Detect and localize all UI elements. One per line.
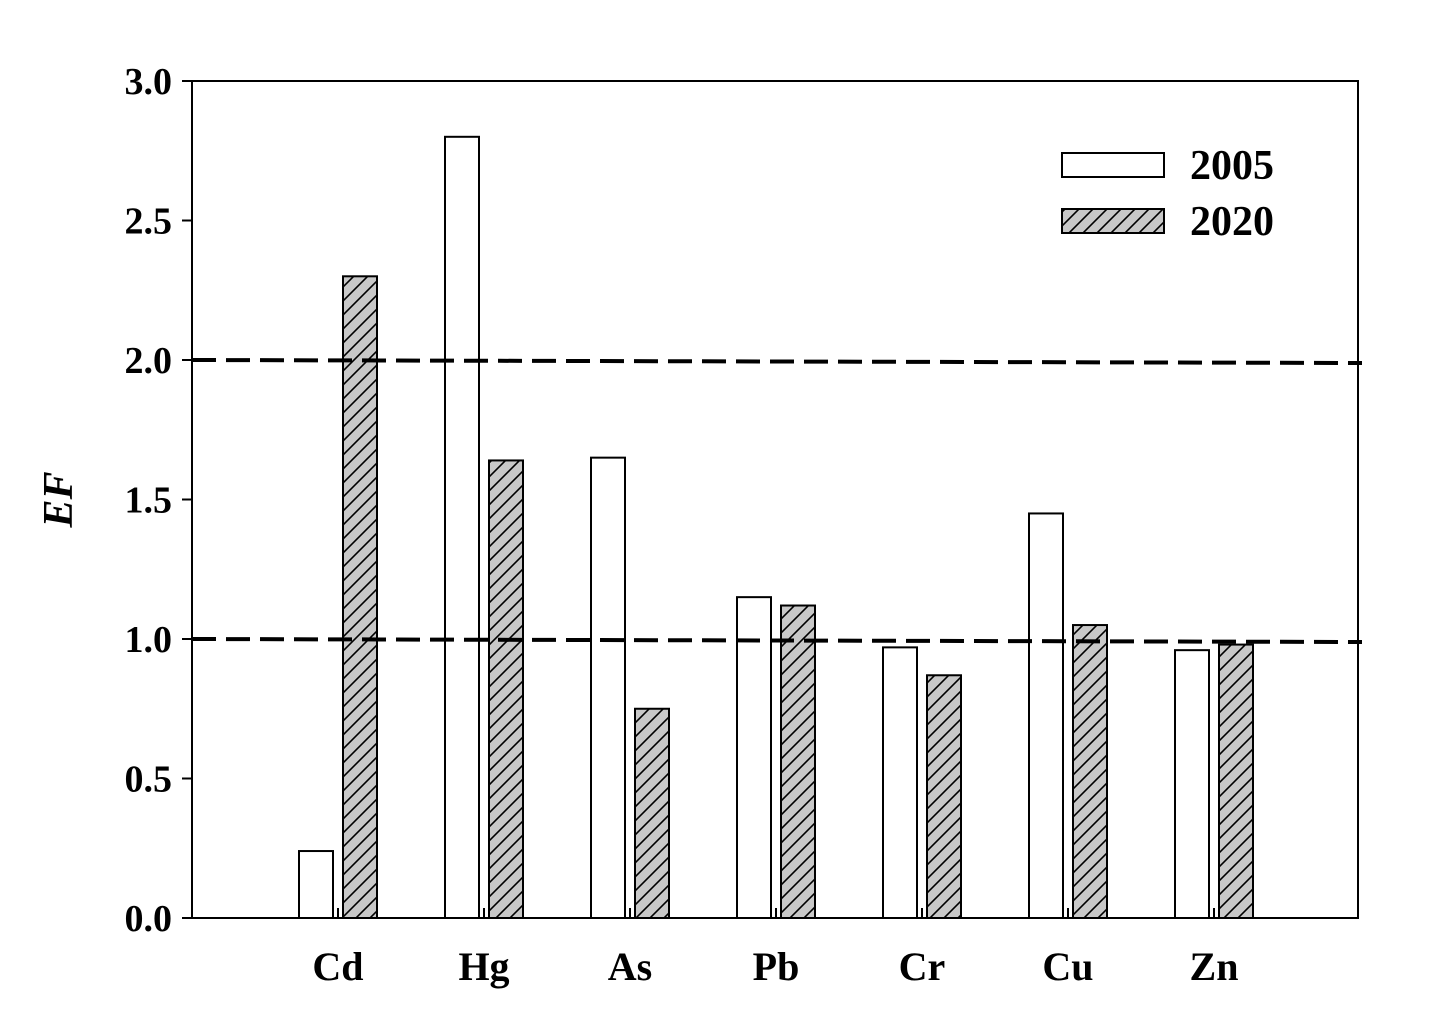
y-tick-label: 0.0 <box>125 898 173 940</box>
y-axis-label: EF <box>36 471 82 528</box>
bar-cd-2020 <box>342 275 378 919</box>
bar-hg-2005 <box>444 135 480 920</box>
y-tick-label: 2.5 <box>125 201 173 243</box>
reference-line-1 <box>191 637 1363 644</box>
bar-cd-2005 <box>298 850 334 919</box>
legend-label-2005: 2005 <box>1190 143 1274 189</box>
legend-swatch-2020 <box>1061 208 1165 234</box>
bar-cu-2005 <box>1028 512 1064 919</box>
legend-swatch-2005 <box>1061 152 1165 178</box>
bar-cu-2020 <box>1072 624 1108 919</box>
bar-pb-2005 <box>736 596 772 920</box>
y-tick-label: 2.0 <box>125 340 173 382</box>
bar-zn-2005 <box>1174 649 1210 919</box>
x-tick-label: Pb <box>753 944 800 989</box>
x-tick-label: As <box>608 944 652 989</box>
bar-zn-2020 <box>1218 643 1254 920</box>
x-tick-label: Hg <box>458 944 509 989</box>
reference-line-2 <box>191 358 1363 365</box>
bar-cr-2020 <box>926 674 962 920</box>
x-tick-label: Cu <box>1042 944 1093 989</box>
bar-as-2020 <box>634 707 670 919</box>
bar-cr-2005 <box>882 646 918 919</box>
bar-pb-2020 <box>780 604 816 920</box>
x-tick-label: Cr <box>899 944 946 989</box>
y-tick-label: 1.5 <box>125 480 173 522</box>
x-tick-label: Zn <box>1190 944 1239 989</box>
bar-hg-2020 <box>488 459 524 919</box>
y-tick-label: 3.0 <box>125 61 173 103</box>
y-tick-label: 1.0 <box>125 619 173 661</box>
bar-as-2005 <box>590 456 626 919</box>
y-tick-label: 0.5 <box>125 759 173 801</box>
legend-label-2020: 2020 <box>1190 199 1274 245</box>
x-tick-label: Cd <box>312 944 363 989</box>
